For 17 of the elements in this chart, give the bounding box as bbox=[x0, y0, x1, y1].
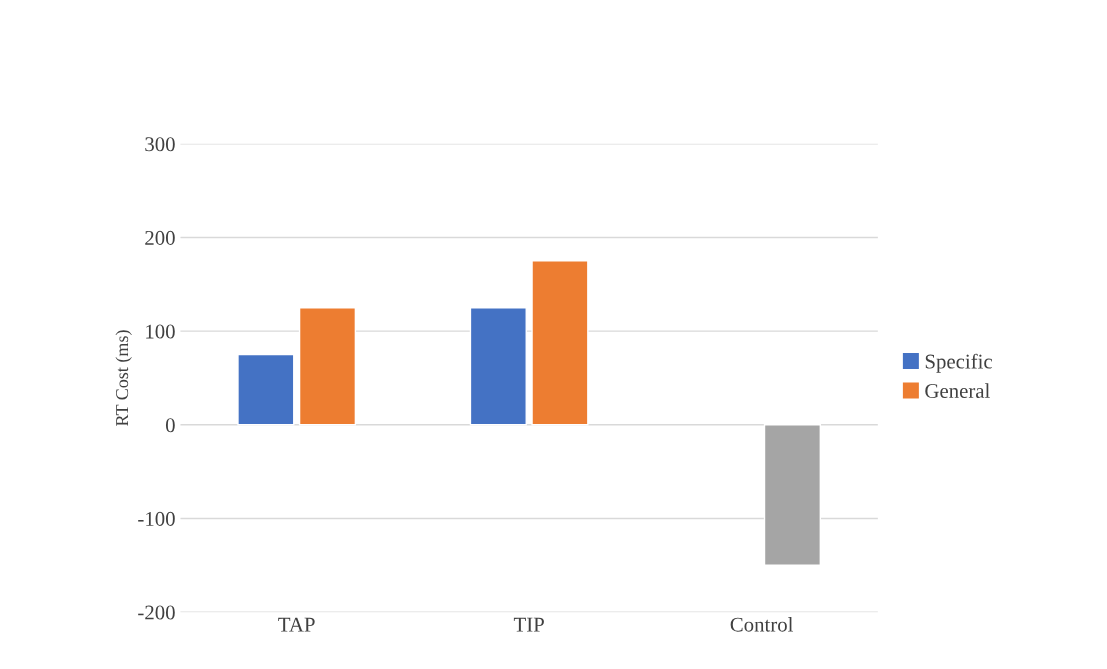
y-tick-label: -200 bbox=[138, 605, 175, 620]
y-tick-label: 300 bbox=[145, 137, 175, 152]
legend-label: General bbox=[925, 383, 990, 399]
bar bbox=[237, 353, 295, 426]
y-axis-title: RT Cost (ms) bbox=[115, 330, 132, 426]
x-tick-label: TIP bbox=[513, 617, 544, 632]
y-tick-label: 200 bbox=[145, 230, 175, 245]
bar bbox=[763, 424, 822, 567]
bar bbox=[298, 307, 357, 426]
legend-label: Specific bbox=[925, 353, 993, 373]
x-tick-label: TAP bbox=[278, 617, 315, 632]
x-tick-label: Control bbox=[730, 617, 794, 632]
y-tick-label: -100 bbox=[138, 511, 175, 526]
y-tick-label: 0 bbox=[165, 418, 175, 433]
bar bbox=[469, 307, 527, 426]
bar bbox=[531, 260, 589, 426]
y-tick-label: 100 bbox=[146, 324, 175, 339]
